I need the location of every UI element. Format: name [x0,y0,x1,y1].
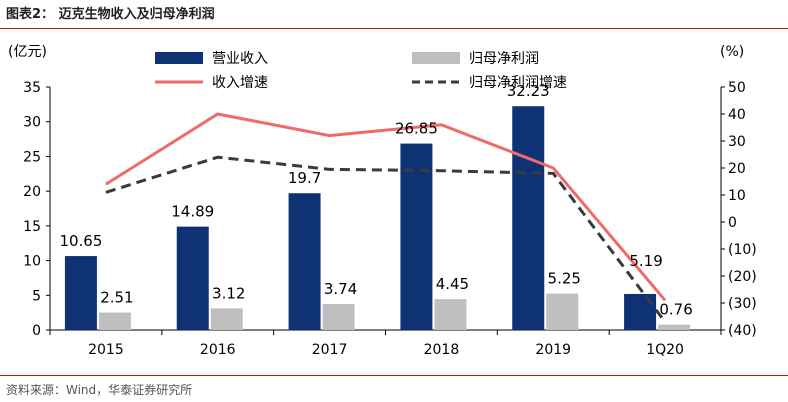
revenue-value-label: 5.19 [629,252,662,270]
revenue-bar [512,106,545,330]
axes: 0 5 10 15 20 25 30 35 (40) (30) (20) (10) 0 10 20 30 40 5… [8,44,757,358]
right-tick-label: (10) [728,242,757,258]
revenue-value-label: 14.89 [171,203,214,221]
profit-bar [658,324,691,330]
revenue-value-label: 32.23 [507,82,550,100]
right-tick-label: 40 [728,107,746,123]
revenue-bar [288,193,321,330]
right-tick-label: (40) [728,323,757,339]
right-tick-label: 10 [728,188,746,204]
revenue-value-label: 10.65 [59,232,102,250]
legend-revenue-growth-label: 收入增速 [212,75,268,91]
data-labels: 10.65 2.51 14.89 3.12 19.7 3.74 26.85 4.45 32.23… [59,82,692,318]
right-tick-label: 0 [728,215,737,231]
left-tick-label: 35 [23,80,41,96]
x-tick-label: 2018 [424,342,460,358]
profit-value-label: 4.45 [436,275,469,293]
revenue-value-label: 19.7 [288,169,321,187]
revenue-bar [176,226,209,330]
figure-title: 图表2： 迈克生物收入及归母净利润 [6,7,215,22]
left-tick-label: 15 [23,219,41,235]
x-tick-label: 2019 [535,342,571,358]
profit-bar [98,312,131,330]
top-rule [0,28,788,29]
left-tick-label: 20 [23,184,41,200]
legend-profit-swatch [412,52,460,64]
profit-bar [546,293,579,330]
legend-profit-label: 归母净利润 [469,50,539,67]
x-tick-label: 1Q20 [646,342,684,358]
source-note: 资料来源：Wind，华泰证券研究所 [6,383,193,397]
profit-growth-line [105,155,667,323]
x-tick-label: 2015 [88,342,124,358]
profit-value-label: 3.74 [324,280,357,298]
right-tick-label: (20) [728,269,757,285]
profit-value-label: 0.76 [659,301,692,319]
left-tick-label: 10 [23,254,41,270]
left-tick-label: 0 [32,323,41,339]
legend-revenue-swatch [155,52,203,64]
profit-bar [434,299,467,330]
revenue-bar [64,256,97,330]
profit-value-label: 3.12 [212,284,245,302]
right-tick-label: 50 [728,80,746,96]
profit-bar [210,308,243,330]
revenue-bar [624,293,657,330]
bottom-rule [0,375,788,376]
legend-profit-growth-label: 归母净利润增速 [469,74,567,91]
left-tick-label: 30 [23,115,41,131]
right-tick-label: 30 [728,134,746,150]
profit-value-label: 5.25 [548,270,581,288]
legend-revenue-label: 营业收入 [212,51,268,67]
right-tick-label: (30) [728,296,757,312]
left-tick-label: 25 [23,149,41,165]
profit-bar [322,304,355,330]
growth-lines [105,112,667,323]
left-tick-label: 5 [32,288,41,304]
revenue-value-label: 26.85 [395,120,438,138]
revenue-bar [400,143,433,330]
bars [64,106,691,330]
right-tick-label: 20 [728,161,746,177]
left-axis-unit: (亿元) [8,44,47,60]
x-tick-label: 2017 [312,342,348,358]
x-tick-label: 2016 [200,342,236,358]
profit-value-label: 2.51 [100,289,133,307]
revenue-growth-line [105,112,667,302]
right-axis-unit: (%) [720,44,744,60]
